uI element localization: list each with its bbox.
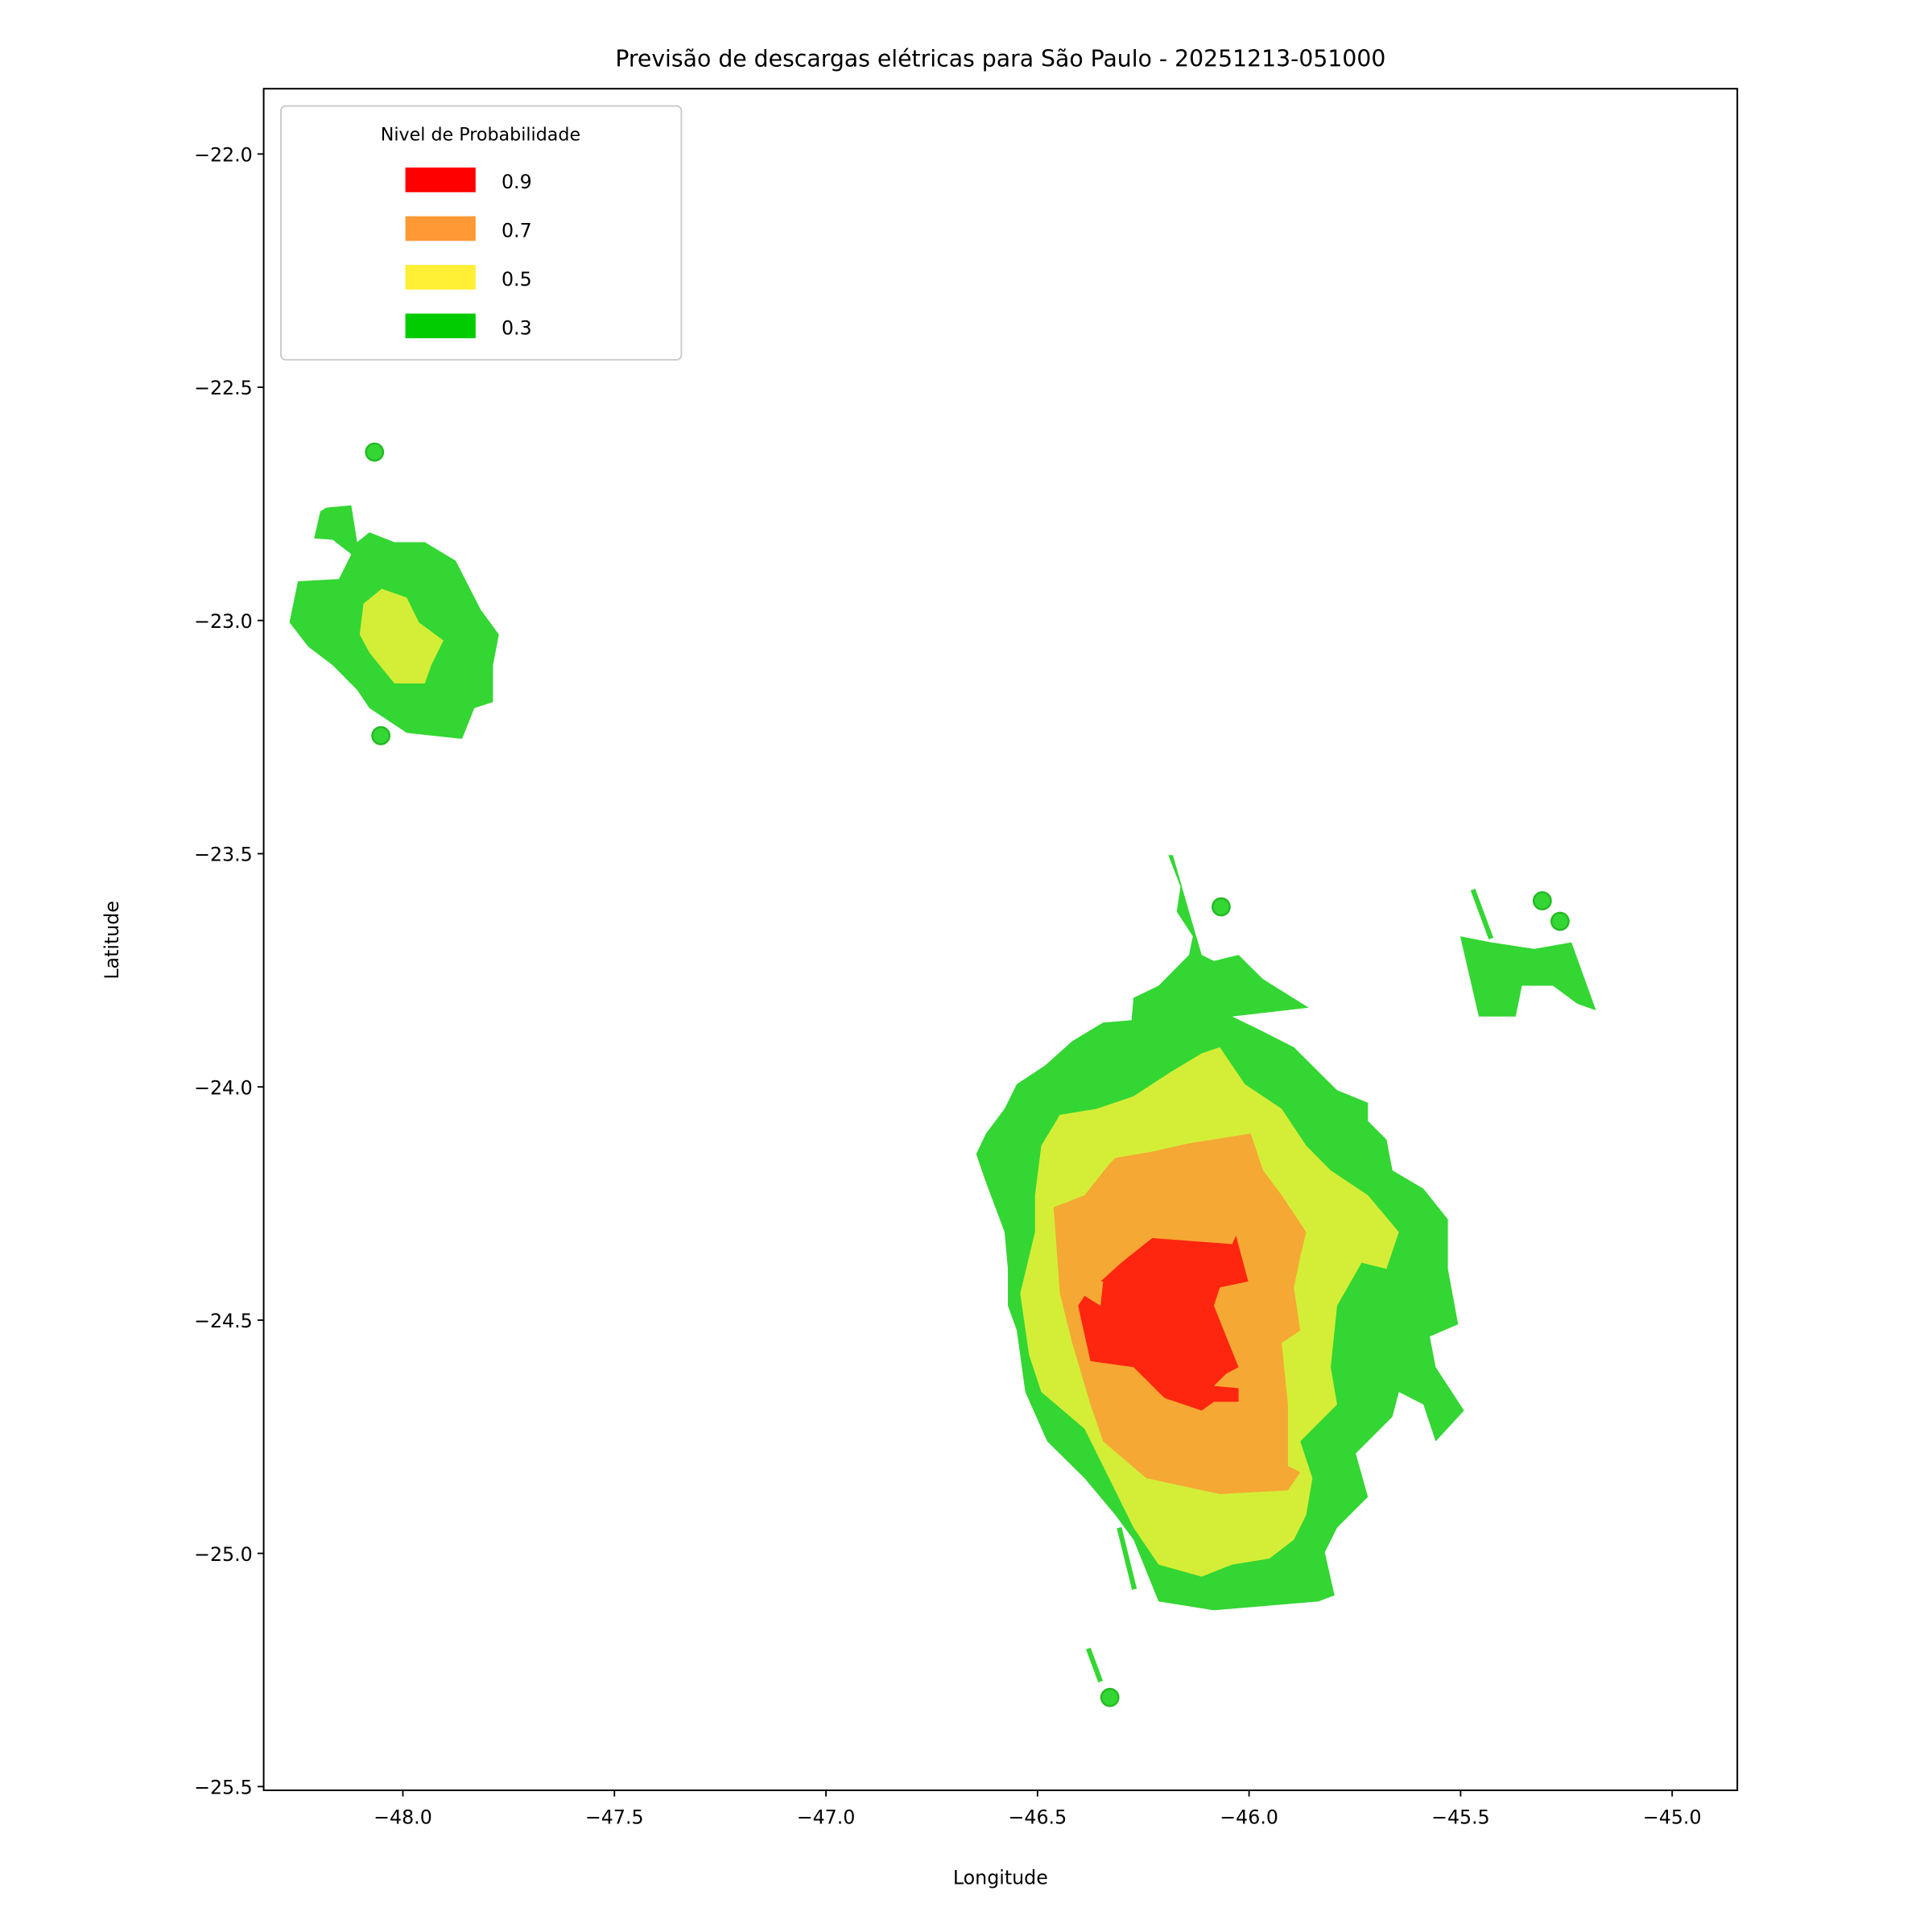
legend-entry: 0.3	[405, 313, 532, 340]
legend-label: 0.3	[502, 317, 532, 340]
streak-level-03	[1470, 889, 1494, 939]
y-tick-label: −22.5	[194, 377, 253, 399]
y-axis-label: Latitude	[101, 901, 123, 980]
y-tick-label: −25.0	[194, 1543, 253, 1566]
legend-entry: 0.7	[405, 216, 532, 242]
plot-area	[289, 442, 1596, 1707]
x-tick-label: −46.5	[1009, 1806, 1067, 1828]
streak-level-03	[1086, 1647, 1104, 1683]
probability-point	[365, 442, 385, 462]
y-tick-label: −24.0	[194, 1076, 253, 1099]
y-tick-label: −23.0	[194, 610, 253, 633]
y-tick-label: −24.5	[194, 1310, 253, 1332]
x-tick-label: −48.0	[374, 1806, 432, 1828]
probability-point	[1533, 891, 1552, 910]
legend-box	[279, 105, 683, 361]
probability-point	[1550, 911, 1570, 931]
x-tick-label: −47.0	[797, 1806, 856, 1828]
legend-label: 0.9	[502, 171, 532, 193]
y-axis-ticks: −22.0 −22.5 −23.0 −23.5 −24.0 −24.5 −25.0 −25.5	[194, 144, 264, 1799]
probability-point	[371, 726, 391, 745]
legend-swatch	[405, 167, 476, 192]
x-axis-label: Longitude	[953, 1866, 1048, 1889]
legend-label: 0.5	[502, 268, 532, 291]
legend-title: Nivel de Probabilidade	[381, 124, 580, 145]
x-tick-label: −47.5	[585, 1806, 644, 1828]
x-axis-ticks: −48.0 −47.5 −47.0 −46.5 −46.0 −45.5 −45.0	[374, 1790, 1702, 1828]
x-tick-label: −45.5	[1431, 1806, 1490, 1828]
legend: Nivel de Probabilidade 0.9 0.7 0.5 0.3	[279, 105, 683, 361]
legend-swatch	[405, 216, 476, 242]
main-storm-level-09-region	[1078, 1236, 1249, 1411]
x-tick-label: −45.0	[1643, 1806, 1702, 1828]
legend-swatch	[405, 265, 476, 290]
chart-title: Previsão de descargas elétricas para São…	[615, 46, 1385, 72]
northwest-storm-level-05-region	[359, 588, 444, 684]
legend-entry: 0.5	[405, 265, 532, 291]
y-tick-label: −25.5	[194, 1777, 253, 1799]
streak-level-03	[1117, 1527, 1137, 1590]
probability-point	[1212, 897, 1231, 917]
y-tick-label: −23.5	[194, 844, 253, 866]
y-tick-label: −22.0	[194, 144, 253, 167]
legend-swatch	[405, 313, 476, 339]
x-tick-label: −46.0	[1220, 1806, 1278, 1828]
axes-frame	[262, 88, 1739, 1791]
probability-point	[1100, 1687, 1120, 1707]
east-storm-level-03-region	[1459, 936, 1596, 1017]
legend-label: 0.7	[502, 220, 532, 242]
legend-entry: 0.9	[405, 167, 532, 193]
